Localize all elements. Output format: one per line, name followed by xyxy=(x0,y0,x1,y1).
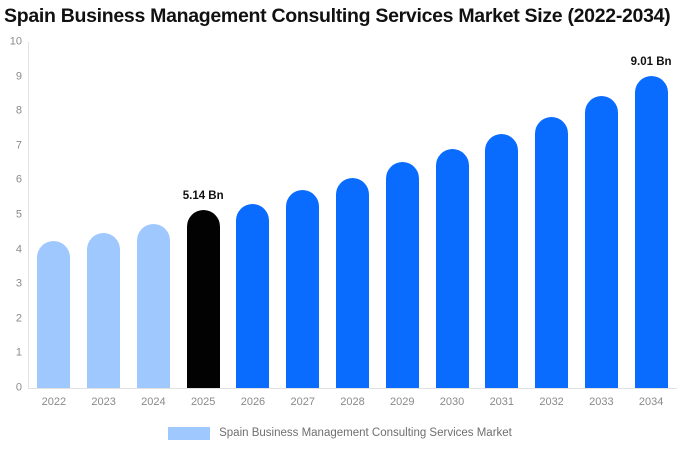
bar-rect[interactable] xyxy=(385,162,419,388)
bar-rect[interactable] xyxy=(634,76,668,388)
x-axis-tick-label: 2022 xyxy=(41,396,67,408)
x-axis: 2022 2023 2024 2025 2026 2027 2028 2029 2030 2031… xyxy=(29,396,676,416)
x-axis-tick-label: 2026 xyxy=(240,396,266,408)
bar-2024[interactable] xyxy=(136,42,170,388)
x-axis-tick-label: 2032 xyxy=(539,396,564,408)
bar-rect[interactable] xyxy=(435,148,469,388)
bar-rect[interactable] xyxy=(87,233,121,388)
x-axis-tick-label: 2028 xyxy=(340,396,365,408)
y-axis-tick-label: 5 xyxy=(15,208,22,221)
bar-2023[interactable] xyxy=(87,42,121,388)
y-axis: 0 1 2 3 4 5 6 7 8 9 10 xyxy=(0,36,22,393)
bar-2025[interactable]: 5.14 Bn xyxy=(183,42,224,388)
bar-value-label: 9.01 Bn xyxy=(630,56,672,69)
bar-2026[interactable] xyxy=(236,42,270,388)
bar-2034[interactable]: 9.01 Bn xyxy=(631,42,672,388)
bar-2033[interactable] xyxy=(584,42,618,388)
y-axis-tick-label: 3 xyxy=(15,277,22,290)
bar-2029[interactable] xyxy=(385,42,419,388)
x-axis-tick-label: 2031 xyxy=(489,396,515,408)
y-axis-tick-label: 4 xyxy=(15,243,22,256)
bar-rect[interactable] xyxy=(286,190,320,388)
bar-2022[interactable] xyxy=(37,42,71,388)
y-axis-tick-label: 2 xyxy=(15,312,22,325)
bar-rect[interactable] xyxy=(485,134,519,388)
y-axis-tick-label: 6 xyxy=(15,173,22,186)
bar-rect[interactable] xyxy=(37,240,71,388)
x-axis-tick-label: 2030 xyxy=(439,396,465,408)
bar-2031[interactable] xyxy=(485,42,519,388)
x-axis-tick-label: 2023 xyxy=(91,396,116,408)
plot-area xyxy=(28,42,677,389)
y-axis-tick-label: 9 xyxy=(15,70,22,83)
chart-title: Spain Business Management Consulting Ser… xyxy=(4,5,671,27)
bars-layer: 5.14 Bn 9.01 Bn xyxy=(29,42,676,388)
y-axis-tick-label: 1 xyxy=(15,346,22,359)
y-axis-tick-label: 8 xyxy=(15,104,22,117)
bar-value-label: 5.14 Bn xyxy=(182,190,224,203)
legend-swatch xyxy=(168,426,211,440)
x-axis-tick-label: 2024 xyxy=(141,396,166,408)
x-axis-tick-label: 2027 xyxy=(290,396,315,408)
bar-rect[interactable] xyxy=(535,117,569,388)
bar-rect[interactable] xyxy=(136,224,170,388)
bar-rect[interactable] xyxy=(336,177,369,388)
x-axis-tick-label: 2029 xyxy=(390,396,415,408)
x-axis-tick-label: 2033 xyxy=(589,396,614,408)
bar-2028[interactable] xyxy=(336,42,369,388)
bar-2032[interactable] xyxy=(535,42,569,388)
chart-legend: Spain Business Management Consulting Ser… xyxy=(0,426,680,440)
y-axis-tick-label: 0 xyxy=(15,381,22,394)
y-axis-tick-label: 10 xyxy=(9,35,22,48)
bar-rect[interactable] xyxy=(584,95,618,388)
bar-2027[interactable] xyxy=(286,42,320,388)
x-axis-tick-label: 2025 xyxy=(190,396,216,408)
x-axis-tick-label: 2034 xyxy=(638,396,664,408)
bar-2030[interactable] xyxy=(435,42,469,388)
y-axis-tick-label: 7 xyxy=(15,139,22,152)
legend-label: Spain Business Management Consulting Ser… xyxy=(219,427,512,439)
bar-rect[interactable] xyxy=(236,203,270,388)
bar-rect[interactable] xyxy=(186,210,220,388)
